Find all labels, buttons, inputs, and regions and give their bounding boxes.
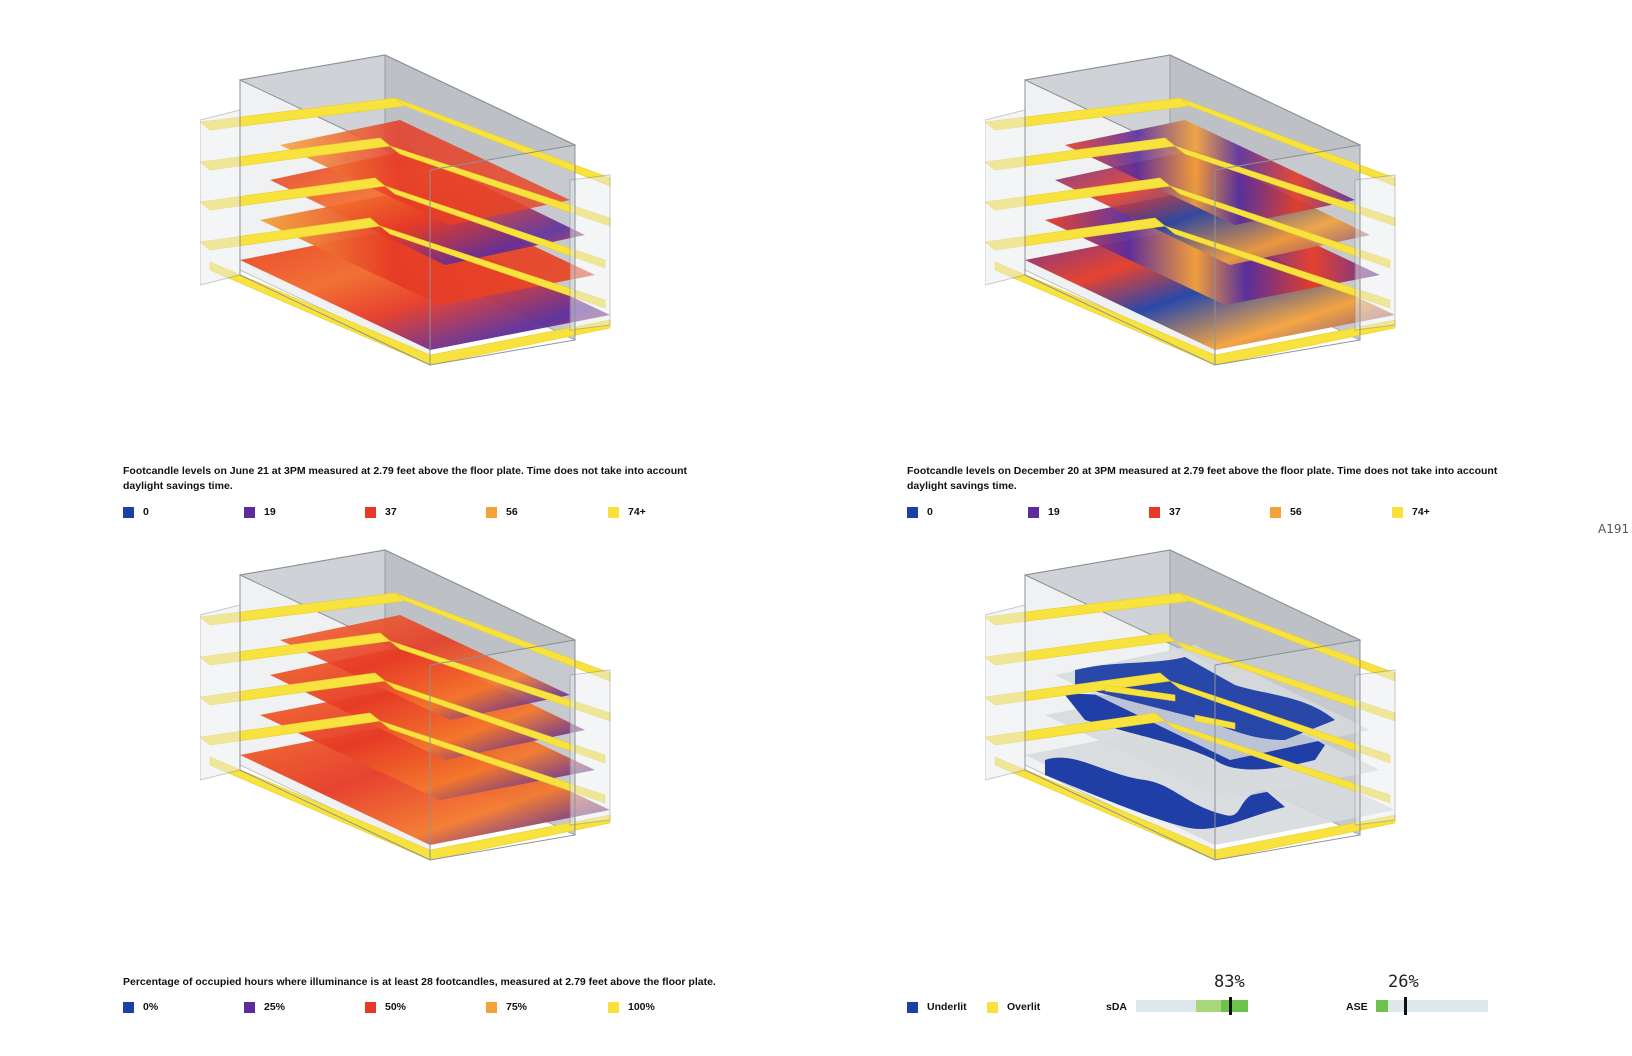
legend-label: 37: [1169, 506, 1181, 518]
legend-swatch: [1149, 506, 1160, 518]
legend-swatch: [608, 506, 619, 518]
legend-label: Overlit: [1007, 1001, 1041, 1013]
sda-fill: [1221, 1000, 1248, 1012]
legend-label: 74+: [1412, 506, 1430, 518]
legend-item-56: 56: [486, 506, 518, 518]
legend-swatch: [987, 1001, 998, 1013]
legend-label: 25%: [264, 1001, 286, 1013]
legend-item-74: 74+: [608, 506, 646, 518]
occupied-hours-caption: Percentage of occupied hours where illum…: [123, 976, 716, 988]
sda-label: sDA: [1106, 1001, 1128, 1013]
sda-gauge: 83% sDA: [1106, 972, 1251, 1015]
legend-item-overlit: Overlit: [987, 1001, 1040, 1013]
underlit-overlit-model: [985, 549, 1396, 861]
legend-swatch: [123, 1001, 134, 1013]
legend-item-75pct: 75%: [486, 1001, 527, 1013]
legend-item-19: 19: [1028, 506, 1060, 518]
legend-swatch: [123, 506, 134, 518]
june-21-legend: 0 19 37 56 74+: [123, 506, 683, 520]
legend-swatch: [365, 506, 376, 518]
legend-swatch: [608, 1001, 619, 1013]
legend-item-74: 74+: [1392, 506, 1430, 518]
legend-swatch: [365, 1001, 376, 1013]
legend-item-underlit: Underlit: [907, 1001, 967, 1013]
legend-item-56: 56: [1270, 506, 1302, 518]
legend-swatch: [907, 506, 918, 518]
legend-label: 56: [506, 506, 518, 518]
legend-item-37: 37: [1149, 506, 1181, 518]
legend-label: 74+: [628, 506, 646, 518]
legend-label: 50%: [385, 1001, 407, 1013]
ase-gauge: 26% ASE: [1346, 972, 1491, 1015]
legend-swatch: [486, 506, 497, 518]
ase-percent: 26%: [1388, 972, 1419, 992]
legend-item-25pct: 25%: [244, 1001, 285, 1013]
underlit-overlit-legend: Underlit Overlit: [907, 1001, 1107, 1015]
legend-item-0: 0: [123, 506, 149, 518]
june-21-footcandle-model: [200, 54, 611, 366]
occupied-hours-legend: 0% 25% 50% 75% 100%: [123, 1001, 683, 1015]
legend-label: 37: [385, 506, 397, 518]
legend-swatch: [1392, 506, 1403, 518]
legend-item-50pct: 50%: [365, 1001, 406, 1013]
legend-label: 0: [927, 506, 933, 518]
ase-fill: [1376, 1000, 1388, 1012]
legend-item-100pct: 100%: [608, 1001, 655, 1013]
december-20-legend: 0 19 37 56 74+: [907, 506, 1467, 520]
sheet-number: A191: [1598, 522, 1630, 536]
december-20-footcandle-model: [985, 54, 1396, 366]
ase-marker: [1404, 997, 1407, 1015]
legend-swatch: [907, 1001, 918, 1013]
legend-label: 0%: [143, 1001, 159, 1013]
legend-item-37: 37: [365, 506, 397, 518]
sda-fill-light: [1196, 1000, 1221, 1012]
legend-swatch: [486, 1001, 497, 1013]
legend-item-0pct: 0%: [123, 1001, 158, 1013]
legend-label: 56: [1290, 506, 1302, 518]
legend-swatch: [1270, 506, 1281, 518]
legend-item-19: 19: [244, 506, 276, 518]
legend-label: 19: [1048, 506, 1060, 518]
legend-swatch: [244, 1001, 255, 1013]
sda-marker: [1229, 997, 1232, 1015]
ase-label: ASE: [1346, 1001, 1368, 1013]
legend-label: Underlit: [927, 1001, 967, 1013]
legend-item-0: 0: [907, 506, 933, 518]
legend-label: 0: [143, 506, 149, 518]
legend-swatch: [244, 506, 255, 518]
legend-label: 75%: [506, 1001, 528, 1013]
june-21-caption: Footcandle levels on June 21 at 3PM meas…: [123, 465, 688, 492]
ase-track: [1376, 1000, 1488, 1012]
occupied-hours-model: [200, 549, 611, 861]
legend-swatch: [1028, 506, 1039, 518]
legend-label: 19: [264, 506, 276, 518]
sda-percent: 83%: [1214, 972, 1245, 992]
december-20-caption: Footcandle levels on December 20 at 3PM …: [907, 465, 1498, 492]
legend-label: 100%: [628, 1001, 655, 1013]
